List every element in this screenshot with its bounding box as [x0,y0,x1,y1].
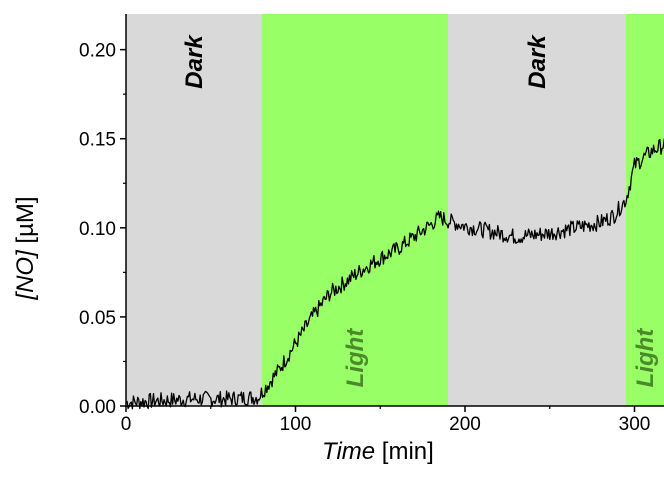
y-tick-label: 0.10 [79,219,116,240]
band-label-dark: Dark [181,34,208,89]
x-axis-title: Time [min] [322,438,434,466]
x-tick-label: 0 [121,414,132,435]
x-axis-variable: Time [322,438,376,465]
band-labels: DarkLightDarkLightDarkLightDark [181,34,659,388]
band-light-3 [626,14,664,406]
x-axis-unit: [min] [381,438,434,465]
y-tick-label: 0.00 [79,397,116,418]
band-dark-0 [126,14,262,406]
y-tick-label: 0.15 [79,130,116,151]
y-tick-label: 0.20 [79,41,116,62]
y-axis-title: [NO] [µM] [12,196,40,299]
axes [120,14,664,412]
y-axis-variable: [NO] [12,250,39,300]
y-axis-unit: [µM] [12,196,39,244]
band-light-1 [261,14,449,406]
x-tick-label: 300 [619,414,651,435]
band-label-dark: Dark [524,34,551,89]
series-line [125,137,664,410]
x-tick-label: 100 [280,414,312,435]
background-bands [126,14,664,406]
band-dark-2 [448,14,627,406]
x-tick-label: 200 [449,414,481,435]
band-label-light: Light [632,328,659,388]
tick-labels: 0.000.050.100.150.200100200300400500600 [79,41,651,435]
y-tick-label: 0.05 [79,308,116,329]
band-label-light: Light [342,328,369,388]
data-series [125,137,664,410]
